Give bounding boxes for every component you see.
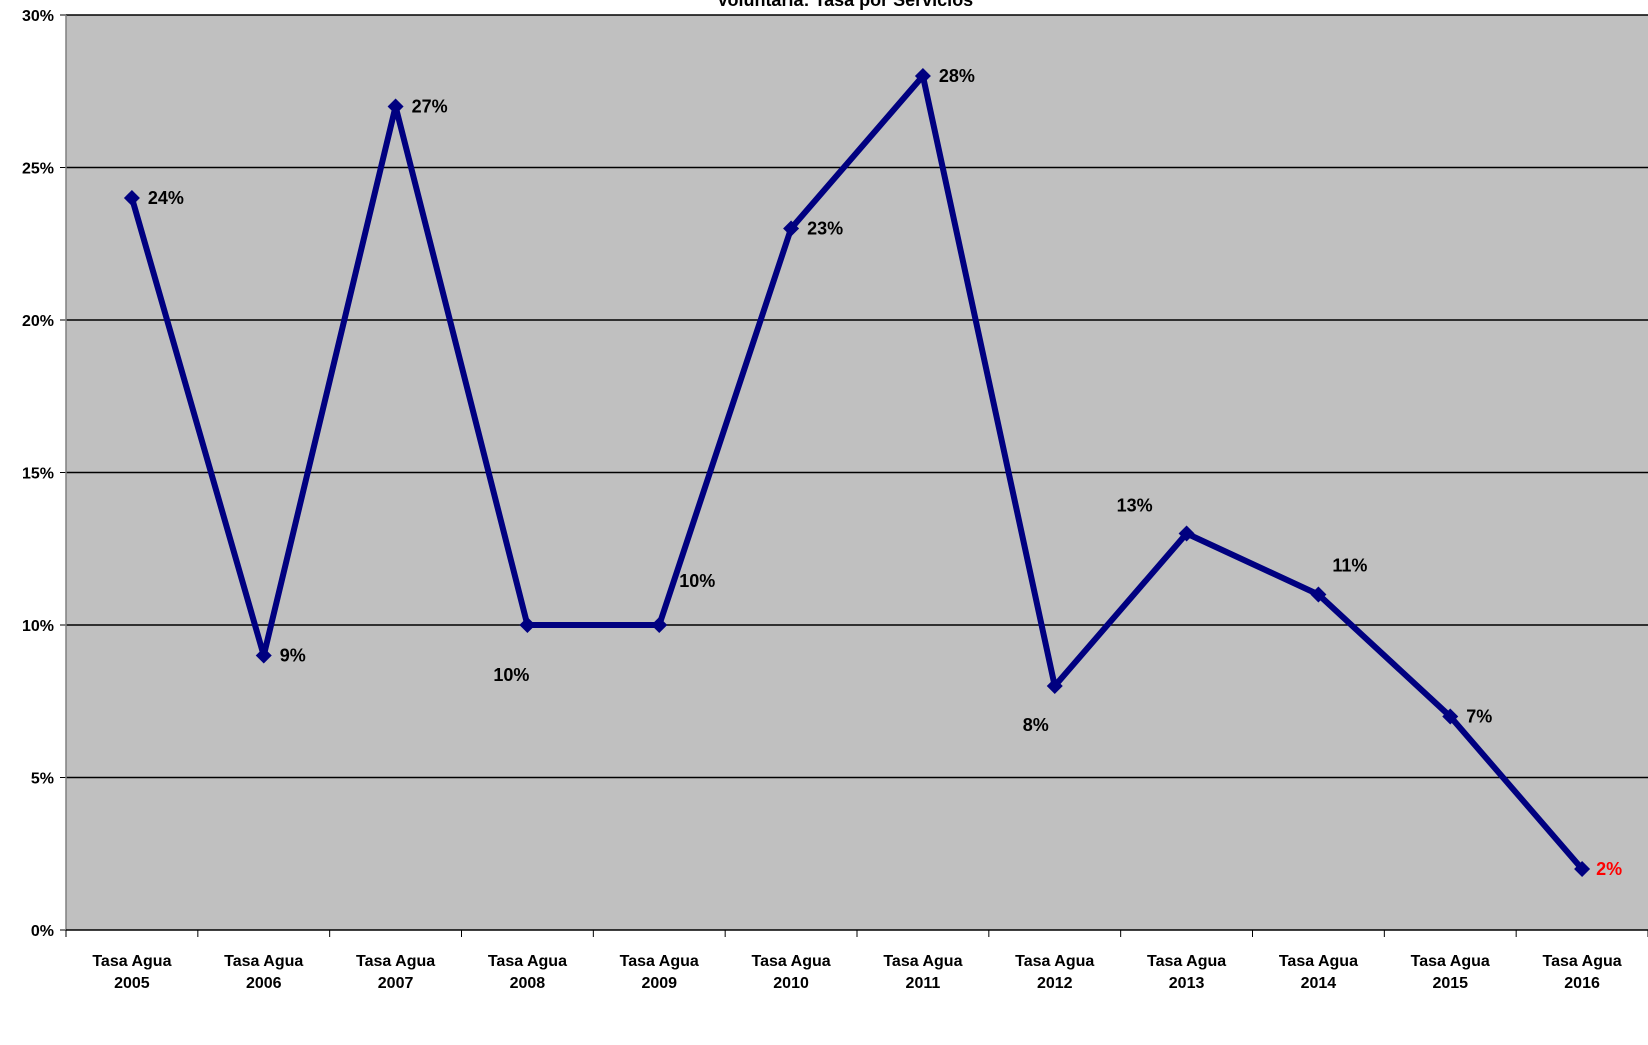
x-tick-label: Tasa Agua 2014 bbox=[1279, 953, 1358, 992]
x-tick-label: Tasa Agua 2007 bbox=[356, 953, 435, 992]
x-tick-label: Tasa Agua 2011 bbox=[883, 953, 962, 992]
data-point-marker bbox=[914, 68, 931, 84]
x-tick-label: Tasa Agua 2013 bbox=[1147, 953, 1226, 992]
data-label: 10% bbox=[493, 665, 529, 685]
data-point-marker bbox=[387, 98, 404, 115]
x-axis: Tasa Agua 2005 Tasa Agua 2006 Tasa Agua 2007 T… bbox=[65, 15, 1648, 992]
data-point-marker bbox=[783, 220, 800, 237]
data-point-marker bbox=[1442, 708, 1459, 725]
x-tick-label: Tasa Agua 2005 bbox=[92, 953, 171, 992]
data-label: 13% bbox=[1117, 496, 1153, 516]
data-label: 10% bbox=[679, 571, 715, 591]
data-label: 24% bbox=[148, 188, 184, 208]
data-label: 11% bbox=[1332, 556, 1367, 576]
data-point-marker bbox=[519, 617, 536, 633]
data-label: 7% bbox=[1466, 707, 1492, 727]
data-label: 27% bbox=[412, 97, 448, 117]
chart-title: Voluntaria: Tasa por Servicios bbox=[717, 0, 973, 10]
x-tick-label: Tasa Agua 2006 bbox=[224, 953, 303, 992]
y-tick-label: 20% bbox=[22, 313, 54, 330]
data-point-marker bbox=[1574, 861, 1591, 877]
y-tick-label: 25% bbox=[22, 161, 54, 178]
series-polyline bbox=[129, 73, 1585, 871]
x-tick-label: Tasa Agua 2015 bbox=[1411, 953, 1490, 992]
y-tick-label: 0% bbox=[31, 923, 54, 940]
y-tick-label: 5% bbox=[31, 771, 54, 788]
data-point-marker bbox=[1310, 586, 1327, 603]
x-tick-label: Tasa Agua 2008 bbox=[488, 953, 567, 992]
y-tick-label: 15% bbox=[22, 466, 54, 483]
series-line bbox=[129, 73, 1585, 871]
data-point-marker bbox=[1046, 678, 1063, 694]
data-labels: 24% 9% 27% 10% 10% 23% 28% 8% 13% 11% 7% 2% bbox=[148, 66, 1622, 879]
data-point-marker bbox=[255, 647, 272, 664]
data-label: 28% bbox=[939, 66, 975, 86]
y-axis-tick-labels: 0% 5% 10% 15% 20% 25% 30% bbox=[22, 8, 66, 940]
data-label: 8% bbox=[1023, 715, 1049, 735]
x-tick-label: Tasa Agua 2009 bbox=[620, 953, 699, 992]
x-tick-label: Tasa Agua 2010 bbox=[752, 953, 831, 992]
data-label: 23% bbox=[807, 219, 843, 239]
y-tick-label: 10% bbox=[22, 618, 54, 635]
x-tick-label: Tasa Agua 2016 bbox=[1543, 953, 1622, 992]
data-point-marker bbox=[123, 190, 140, 206]
series-markers bbox=[123, 68, 1591, 877]
gridlines bbox=[66, 14, 1648, 779]
data-point-marker bbox=[651, 617, 668, 633]
y-tick-label: 30% bbox=[22, 8, 54, 25]
data-label: 2% bbox=[1596, 859, 1622, 879]
x-tick-label: Tasa Agua 2012 bbox=[1015, 953, 1094, 992]
data-point-marker bbox=[1178, 525, 1195, 542]
data-label: 9% bbox=[280, 646, 306, 666]
